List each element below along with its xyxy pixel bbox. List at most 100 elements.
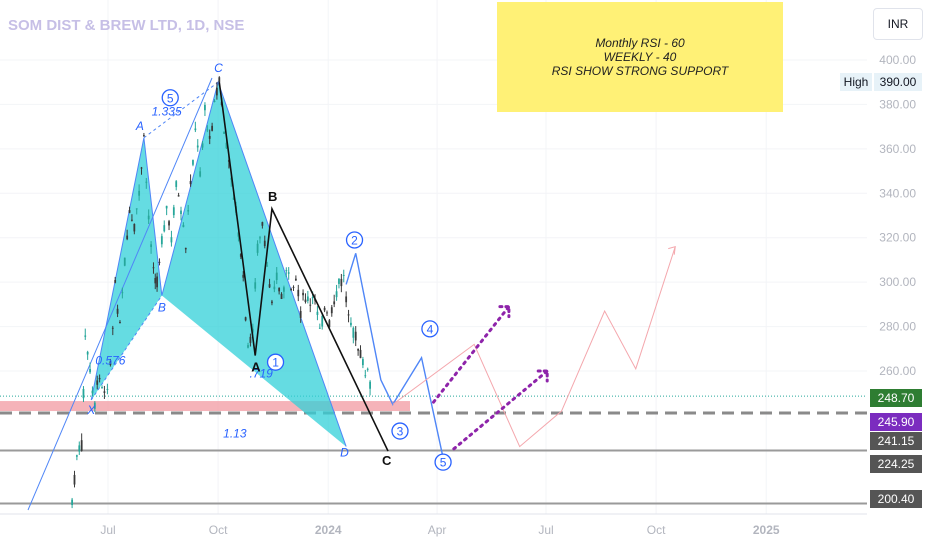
harmonic-label-b: B <box>158 301 166 315</box>
wave-circle <box>345 231 364 249</box>
candle-body <box>165 205 168 209</box>
wave-circle <box>266 353 285 371</box>
candle-body <box>251 328 254 333</box>
candle-body <box>101 387 103 389</box>
candle-body <box>189 181 192 185</box>
price-tick-label: 400.00 <box>879 53 916 67</box>
candle-body <box>237 232 240 237</box>
candle-body <box>259 237 261 239</box>
high-label: High <box>840 73 872 91</box>
candle-body <box>96 380 99 385</box>
candle-body <box>184 247 187 250</box>
candle-body <box>287 272 290 274</box>
price-tag-241.15 <box>870 432 922 450</box>
abc-label-b: B <box>268 189 277 204</box>
candle-body <box>280 293 283 299</box>
candle-body <box>187 210 190 212</box>
time-tick-label: Apr <box>428 523 447 537</box>
price-tick-label: 260.00 <box>879 364 916 378</box>
candle-body <box>206 129 209 131</box>
candle-body <box>211 125 214 131</box>
candle-body <box>263 240 266 247</box>
time-tick-label: 2024 <box>315 523 342 537</box>
candle-body <box>180 210 182 215</box>
candle-body <box>160 236 163 245</box>
candle-body <box>261 222 264 226</box>
wave-circle <box>391 422 409 440</box>
candle-body <box>254 282 257 289</box>
abc-label-c: C <box>382 453 392 468</box>
candle-body <box>285 270 288 272</box>
candle-body <box>177 195 180 197</box>
candle-body <box>103 391 106 393</box>
candle-body <box>321 315 324 327</box>
price-tag-label: 241.15 <box>878 434 915 448</box>
candle-body <box>357 348 360 351</box>
candle-body <box>239 253 242 257</box>
candle-body <box>131 219 133 221</box>
candle-body <box>154 277 157 284</box>
candle-body <box>362 359 364 366</box>
candle-body <box>199 171 202 177</box>
candle-body <box>126 235 129 240</box>
price-tag-245.90 <box>870 413 922 431</box>
candle-body <box>86 351 89 355</box>
candle-body <box>109 361 112 366</box>
candle-body <box>152 267 155 269</box>
abc-correction-line <box>218 82 389 452</box>
note-box[interactable]: Monthly RSI - 60 WEEKLY - 40 RSI SHOW ST… <box>497 2 783 112</box>
purple-projection-arrowhead-1 <box>498 305 511 319</box>
candle-body <box>75 455 78 457</box>
candle-body <box>78 445 81 452</box>
candle-body <box>140 167 143 169</box>
candle-body <box>73 474 76 485</box>
candle-body <box>266 265 269 267</box>
time-tick-label: Oct <box>647 523 666 537</box>
harmonic-ratio-label: 0.576 <box>95 353 125 367</box>
candle-body <box>175 181 178 187</box>
candle-body <box>196 145 199 148</box>
time-tick-label: Oct <box>209 523 228 537</box>
pink-projection-arrowhead <box>668 245 676 255</box>
harmonic-ratio-label: 1.335 <box>152 105 182 119</box>
price-tag-224.25 <box>870 455 922 473</box>
price-axis[interactable]: 260.00 280.00 300.00 320.00 340.00 360.00 380.… <box>879 53 916 378</box>
candle-body <box>283 287 285 292</box>
candle-body <box>290 288 292 290</box>
candle-body <box>271 301 273 304</box>
horizontal-levels <box>0 395 867 505</box>
candle-body <box>93 402 96 409</box>
candle-body <box>338 278 340 284</box>
candle-body <box>333 301 336 305</box>
price-tag-248.70 <box>870 389 922 407</box>
abc-label-a: A <box>251 360 261 375</box>
candle-body <box>342 274 345 276</box>
price-tag-label: 248.70 <box>878 391 915 405</box>
harmonic-label-x: X <box>86 403 96 417</box>
candle-body <box>156 276 158 288</box>
wave-label-2: 2 <box>351 233 358 247</box>
symbol-title[interactable]: SOM DIST & BREW LTD, 1D, NSE <box>8 17 245 34</box>
candle-body <box>311 297 314 299</box>
candle-body <box>150 244 152 248</box>
candle-body <box>194 128 197 131</box>
candle-body <box>323 307 326 311</box>
support-zone <box>0 401 410 412</box>
wave-label-5: 5 <box>440 456 447 470</box>
candle-body <box>116 308 119 314</box>
currency-button[interactable]: INR <box>873 8 923 40</box>
harmonic-label-a: A <box>135 119 144 133</box>
candle-body <box>354 331 357 341</box>
price-tick-label: 340.00 <box>879 186 916 200</box>
wave-circle <box>161 89 179 107</box>
time-axis[interactable]: Jul Oct 2024 Apr Jul Oct 2025 <box>100 523 780 537</box>
candle-body <box>170 237 173 243</box>
candle-body <box>119 321 121 324</box>
price-tick-label: 380.00 <box>879 97 916 111</box>
pattern-labels: X A B C D 1.335 0.576 .719 1.13 A B C 5 1 2 3 4 5 <box>86 61 452 471</box>
candle-body <box>80 440 83 451</box>
harmonic-label-d: D <box>340 446 349 460</box>
wave-label-5: 5 <box>167 91 174 105</box>
price-tag-label: 200.40 <box>878 492 915 506</box>
